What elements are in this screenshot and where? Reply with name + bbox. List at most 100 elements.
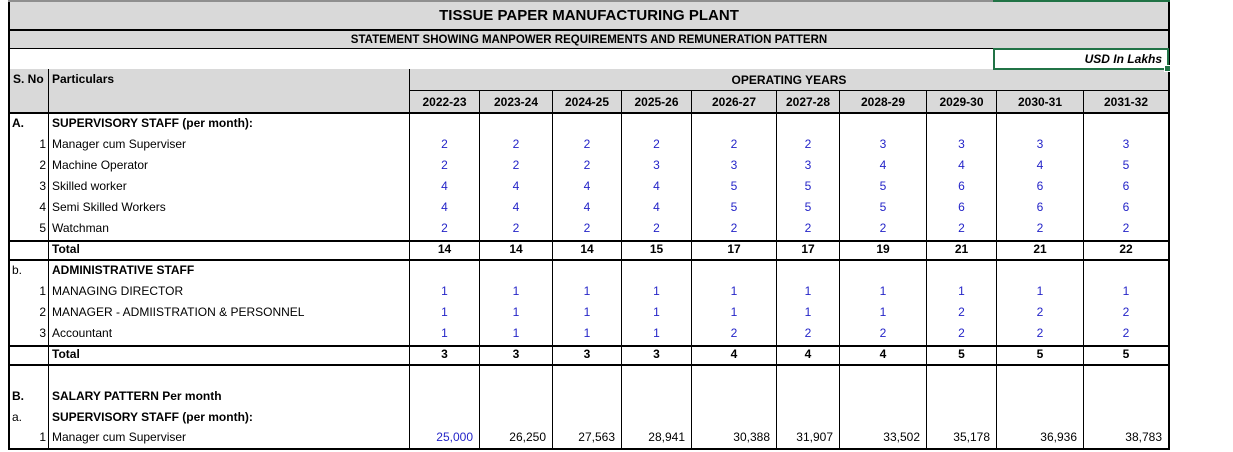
cell-value[interactable]: 6	[997, 198, 1084, 219]
cell-value[interactable]: 3	[692, 156, 777, 177]
cell-value[interactable]: 17	[777, 242, 840, 259]
cell-value[interactable]: 2	[553, 156, 622, 177]
cell-value[interactable]: 1	[553, 324, 622, 345]
cell-value[interactable]: 6	[997, 177, 1084, 198]
cell-value[interactable]: 2	[840, 324, 927, 345]
cell-value[interactable]: 1	[777, 282, 840, 303]
cell-value[interactable]	[927, 114, 997, 135]
cell-value[interactable]	[480, 261, 553, 282]
cell-sno[interactable]: a.	[10, 408, 49, 429]
cell-value[interactable]: 2	[622, 135, 692, 156]
cell-value[interactable]: 30,388	[692, 429, 777, 448]
report-subtitle-cell[interactable]: STATEMENT SHOWING MANPOWER REQUIREMENTS …	[10, 31, 1168, 49]
cell-value[interactable]: 2	[480, 135, 553, 156]
cell-value[interactable]: 19	[840, 242, 927, 259]
cell-value[interactable]: 2	[777, 135, 840, 156]
cell-value[interactable]	[777, 387, 840, 408]
column-header-year-2027-28[interactable]: 2027-28	[777, 91, 840, 112]
cell-particulars[interactable]: Manager cum Superviser	[49, 429, 410, 448]
cell-value[interactable]	[622, 366, 692, 387]
cell-value[interactable]: 4	[927, 156, 997, 177]
cell-value[interactable]: 14	[410, 242, 480, 259]
cell-value[interactable]: 4	[622, 177, 692, 198]
cell-value[interactable]: 2	[692, 219, 777, 240]
cell-particulars[interactable]: ADMINISTRATIVE STAFF	[49, 261, 410, 282]
cell-value[interactable]	[777, 408, 840, 429]
cell-value[interactable]: 2	[1122, 305, 1130, 319]
cell-value[interactable]: 2	[410, 135, 480, 156]
cell-value[interactable]	[692, 261, 777, 282]
cell-value[interactable]: 28,941	[622, 429, 692, 448]
cell-value[interactable]	[927, 261, 997, 282]
cell-value[interactable]: 4	[553, 198, 622, 219]
column-header-year-2024-25[interactable]: 2024-25	[553, 91, 622, 112]
column-header-particulars[interactable]: Particulars	[49, 69, 410, 112]
cell-value[interactable]	[553, 408, 622, 429]
cell-value[interactable]	[1084, 408, 1168, 429]
cell-value[interactable]: 38,783	[1125, 430, 1162, 444]
cell-value[interactable]: 2	[1122, 326, 1130, 340]
column-header-year-2023-24[interactable]: 2023-24	[480, 91, 553, 112]
cell-particulars[interactable]	[49, 366, 410, 387]
cell-sno[interactable]: 2	[10, 156, 49, 177]
cell-value[interactable]: 1	[480, 303, 553, 324]
cell-value[interactable]	[997, 387, 1084, 408]
cell-particulars[interactable]: SUPERVISORY STAFF (per month):	[49, 114, 410, 135]
cell-value[interactable]	[997, 408, 1084, 429]
cell-value[interactable]: 2	[692, 324, 777, 345]
cell-value[interactable]: 1	[480, 282, 553, 303]
cell-sno[interactable]: B.	[10, 387, 49, 408]
cell-value[interactable]: 4	[553, 177, 622, 198]
cell-value[interactable]	[927, 366, 997, 387]
cell-value[interactable]: 2	[553, 219, 622, 240]
cell-value[interactable]	[480, 408, 553, 429]
cell-particulars[interactable]: Watchman	[49, 219, 410, 240]
cell-value[interactable]: 25,000	[410, 429, 480, 448]
cell-value[interactable]: 4	[840, 156, 927, 177]
cell-value[interactable]	[777, 114, 840, 135]
cell-value[interactable]	[997, 114, 1084, 135]
cell-particulars[interactable]: Total	[49, 242, 410, 259]
cell-value[interactable]: 5	[692, 177, 777, 198]
cell-particulars[interactable]: Skilled worker	[49, 177, 410, 198]
cell-value[interactable]	[927, 408, 997, 429]
cell-value[interactable]	[622, 261, 692, 282]
column-header-year-2026-27[interactable]: 2026-27	[692, 91, 777, 112]
cell-value[interactable]	[480, 366, 553, 387]
cell-value[interactable]: 4	[777, 347, 840, 364]
cell-value[interactable]	[840, 261, 927, 282]
cell-particulars[interactable]: SALARY PATTERN Per month	[49, 387, 410, 408]
column-header-year-2031-32[interactable]: 2031-32	[1103, 94, 1149, 109]
cell-sno[interactable]: b.	[10, 261, 49, 282]
cell-value[interactable]: 1	[410, 282, 480, 303]
cell-value[interactable]: 1	[622, 282, 692, 303]
cell-value[interactable]: 1	[553, 282, 622, 303]
cell-value[interactable]: 2	[997, 324, 1084, 345]
cell-value[interactable]: 2	[1122, 221, 1130, 235]
cell-value[interactable]	[410, 408, 480, 429]
cell-value[interactable]: 2	[777, 324, 840, 345]
cell-value[interactable]: 2	[480, 156, 553, 177]
cell-value[interactable]: 3	[410, 347, 480, 364]
cell-value[interactable]	[692, 408, 777, 429]
cell-value[interactable]	[410, 387, 480, 408]
cell-value[interactable]: 4	[480, 177, 553, 198]
cell-value[interactable]	[692, 114, 777, 135]
cell-particulars[interactable]: MANAGER - ADMIISTRATION & PERSONNEL	[49, 303, 410, 324]
cell-value[interactable]	[840, 114, 927, 135]
cell-value[interactable]: 17	[692, 242, 777, 259]
cell-sno[interactable]	[10, 366, 49, 387]
cell-particulars[interactable]: Accountant	[49, 324, 410, 345]
cell-value[interactable]: 1	[840, 303, 927, 324]
cell-value[interactable]: 4	[480, 198, 553, 219]
cell-value[interactable]	[622, 408, 692, 429]
cell-sno[interactable]: 4	[10, 198, 49, 219]
cell-value[interactable]	[553, 387, 622, 408]
cell-value[interactable]	[840, 408, 927, 429]
cell-value[interactable]: 6	[927, 198, 997, 219]
cell-value[interactable]: 2	[410, 219, 480, 240]
cell-value[interactable]: 6	[927, 177, 997, 198]
cell-value[interactable]: 4	[997, 156, 1084, 177]
cell-sno[interactable]	[10, 347, 49, 364]
cell-value[interactable]	[410, 366, 480, 387]
